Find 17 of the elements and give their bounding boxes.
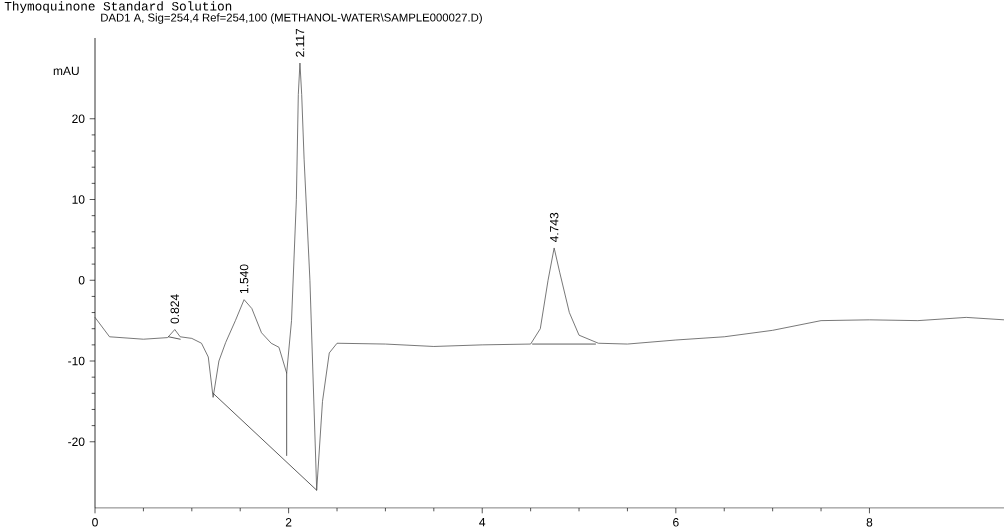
annotation: 1.540 (239, 264, 249, 294)
x-tick-label: 6 (673, 518, 679, 527)
y-tick-label: 20 (72, 114, 85, 124)
chart-title: Thymoquinone Standard Solution (4, 1, 232, 14)
y-axis-title: mAU (53, 66, 79, 76)
y-tick-label: -10 (68, 356, 85, 366)
annotation: 0.824 (170, 294, 180, 324)
annotation: 2.117 (295, 28, 305, 57)
x-tick-label: 4 (479, 518, 486, 527)
annotation: 4.743 (549, 212, 559, 243)
x-tick-label: 8 (866, 518, 873, 527)
chart-subtitle: DAD1 A, Sig=254,4 Ref=254,100 (METHANOL-WATER\SAMPLE000027.D) (101, 13, 482, 24)
y-tick-label: -20 (68, 437, 85, 447)
x-tick-label: 2 (285, 518, 292, 527)
y-tick-label: 10 (72, 195, 85, 204)
x-tick-label: 0 (92, 518, 98, 527)
y-tick-label: 0 (78, 276, 85, 285)
